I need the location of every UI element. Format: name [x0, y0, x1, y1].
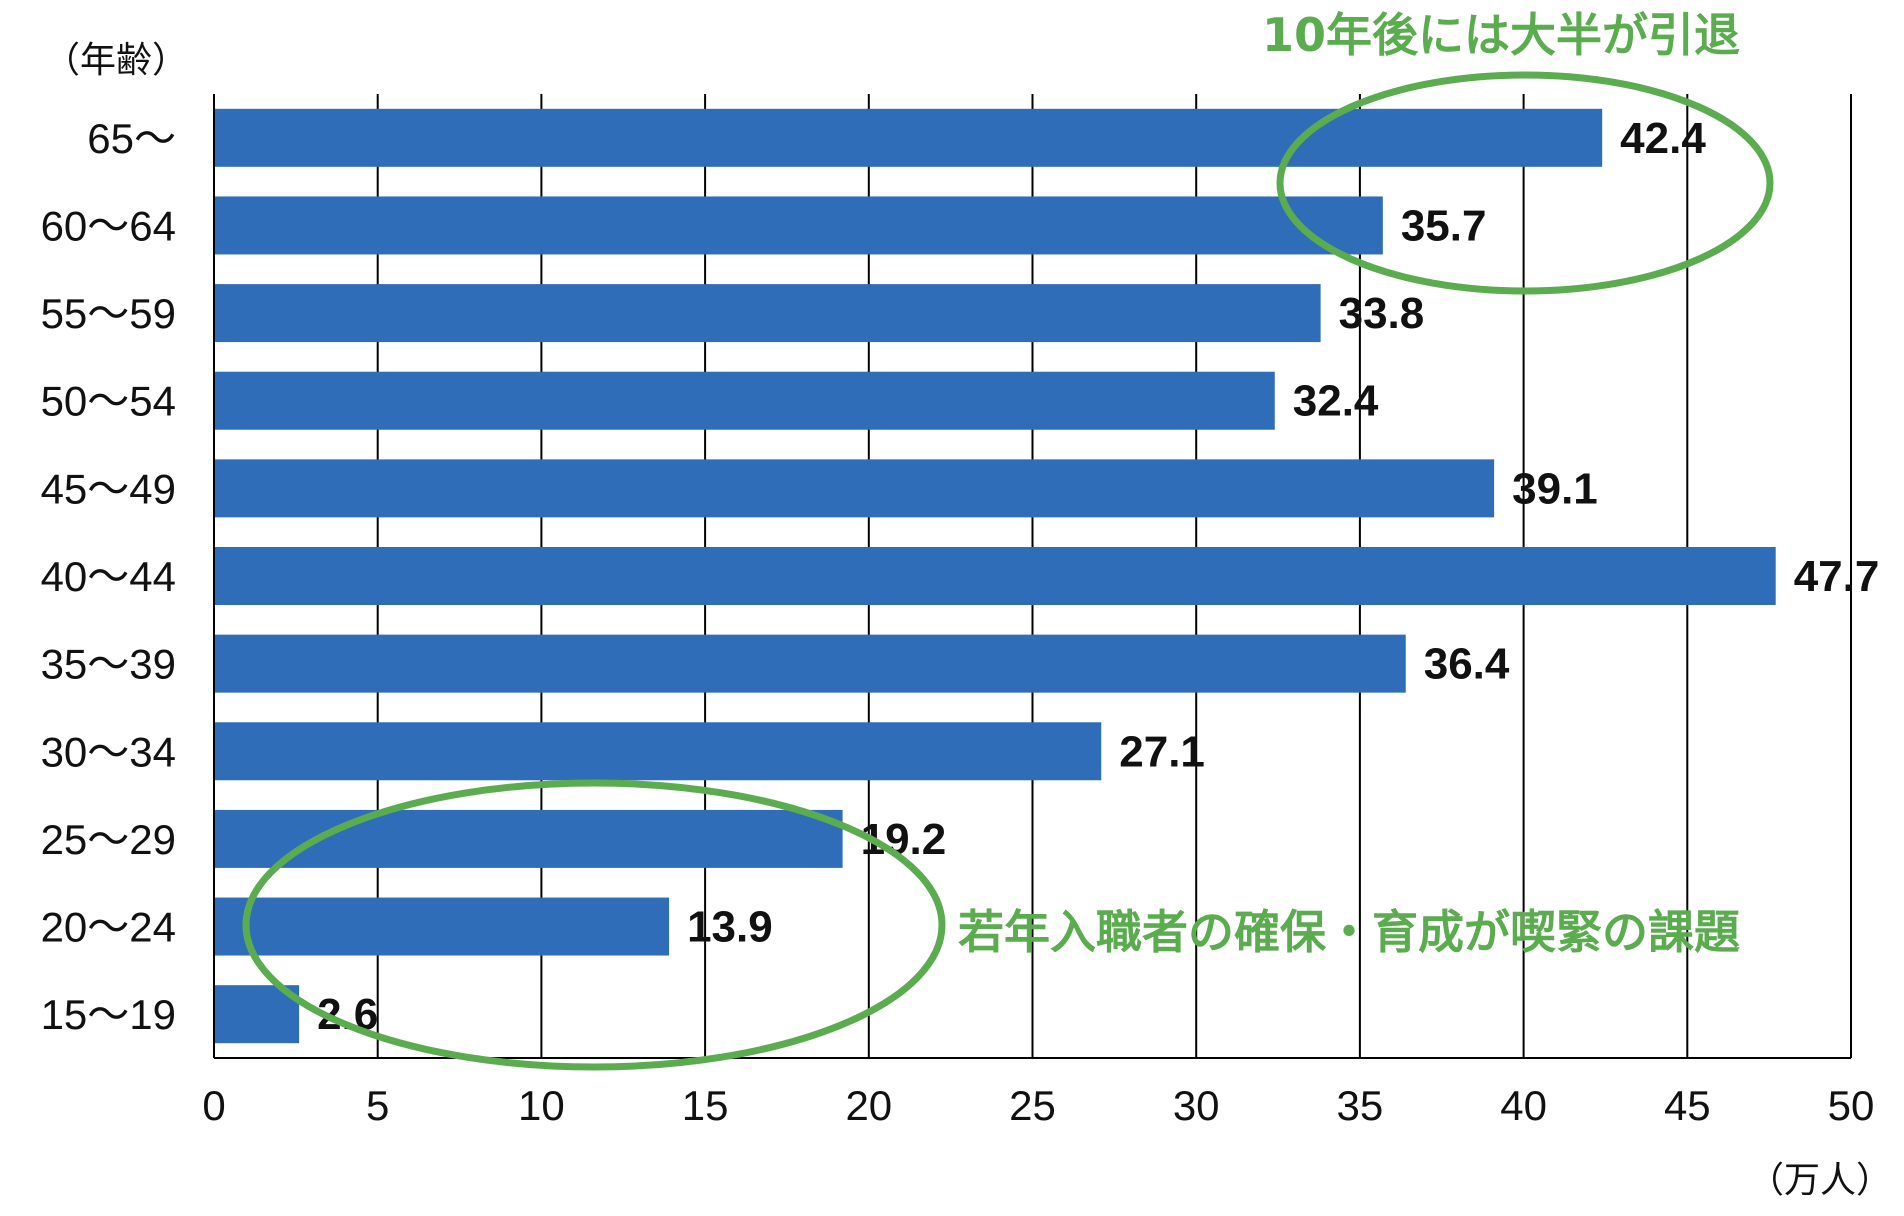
value-label-5: 47.7	[1794, 552, 1880, 601]
value-label-2: 33.8	[1339, 289, 1425, 338]
bar-3	[214, 371, 1275, 430]
bar-8	[214, 809, 843, 868]
bar-2	[214, 284, 1321, 343]
x-tick-label-35: 35	[1337, 1082, 1384, 1129]
x-axis-unit: （万人）	[1748, 1160, 1892, 1201]
bar-6	[214, 634, 1406, 693]
x-tick-label-20: 20	[845, 1082, 892, 1129]
bar-0	[214, 108, 1603, 167]
highlight-ellipse-senior	[1276, 71, 1774, 295]
bar-4	[214, 459, 1495, 518]
x-tick-label-40: 40	[1500, 1082, 1547, 1129]
bar-7	[214, 722, 1102, 781]
category-label-8: 25～29	[41, 816, 176, 863]
category-label-1: 60～64	[41, 202, 176, 249]
category-label-4: 45～49	[41, 465, 176, 512]
value-label-6: 36.4	[1424, 640, 1510, 689]
x-tick-label-25: 25	[1009, 1082, 1056, 1129]
category-label-2: 55～59	[41, 290, 176, 337]
category-label-7: 30～34	[41, 728, 176, 775]
annotation-retirement: 10年後には大半が引退	[1262, 8, 1740, 62]
value-label-9: 13.9	[687, 903, 773, 952]
value-label-3: 32.4	[1293, 377, 1379, 426]
bar-1	[214, 196, 1383, 255]
category-label-5: 40～44	[41, 553, 176, 600]
value-label-4: 39.1	[1512, 464, 1598, 513]
category-label-0: 65～	[87, 115, 176, 162]
value-label-1: 35.7	[1401, 201, 1487, 250]
x-tick-label-0: 0	[202, 1082, 225, 1129]
x-tick-labels: 0 5 10 15 20 25 30 35 40 45 50	[202, 1082, 1874, 1129]
category-label-9: 20～24	[41, 904, 176, 951]
bar-10	[214, 985, 300, 1044]
highlight-ellipse-young	[242, 779, 946, 1071]
category-label-6: 35～39	[41, 641, 176, 688]
x-tick-label-45: 45	[1664, 1082, 1711, 1129]
y-axis-title: （年齢）	[44, 40, 188, 81]
value-label-0: 42.4	[1620, 114, 1706, 163]
category-label-10: 15～19	[41, 991, 176, 1038]
bar-9	[214, 897, 670, 956]
x-tick-label-5: 5	[366, 1082, 389, 1129]
x-tick-label-30: 30	[1173, 1082, 1220, 1129]
bars	[214, 108, 1776, 1044]
x-tick-label-10: 10	[518, 1082, 565, 1129]
category-label-3: 50～54	[41, 378, 176, 425]
annotation-young-workers: 若年入職者の確保・育成が喫緊の課題	[958, 905, 1740, 959]
value-label-7: 27.1	[1119, 727, 1205, 776]
category-labels: 65～ 60～64 55～59 50～54 45～49 40～44 35～39 30～34 25…	[41, 115, 176, 1038]
bar-5	[214, 547, 1776, 605]
x-tick-label-15: 15	[682, 1082, 729, 1129]
x-tick-label-50: 50	[1828, 1082, 1875, 1129]
